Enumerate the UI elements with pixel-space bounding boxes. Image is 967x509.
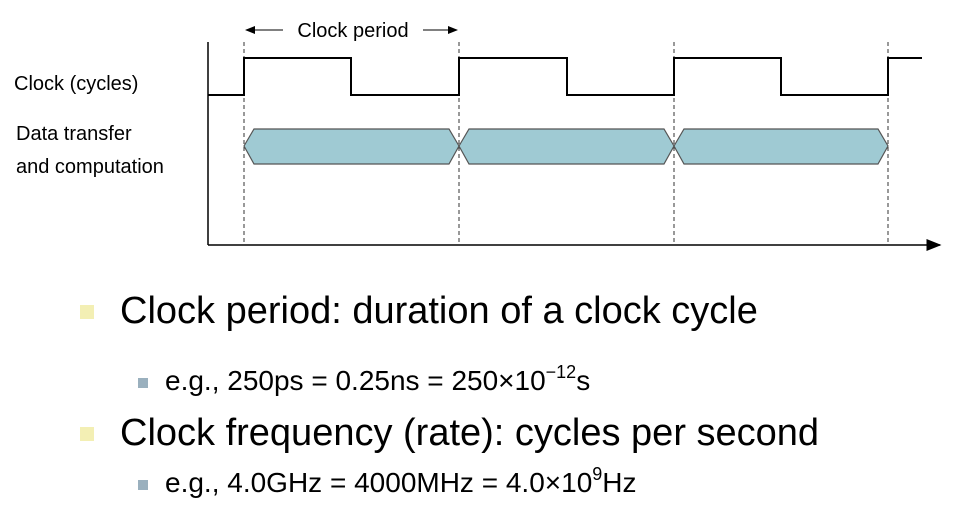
sub-bullet-marker (138, 378, 148, 388)
text-part: e.g., 250ps = 0.25ns = 250×10 (165, 365, 546, 396)
text-part: s (576, 365, 590, 396)
clock-waveform (208, 57, 922, 96)
timing-diagram: Clock period Clock (cycles) Data transfe… (14, 20, 942, 251)
bullets: Clock period: duration of a clock cycle … (80, 290, 819, 498)
sub-bullet-text: e.g., 250ps = 0.25ns = 250×10−12s (165, 362, 590, 396)
data-label: Data transfer (16, 123, 132, 145)
data-blocks (243, 128, 889, 165)
cycle-boundaries (243, 42, 889, 245)
bullet-text: Clock period: duration of a clock cycle (120, 290, 758, 332)
superscript: 9 (592, 464, 602, 484)
text-part: Hz (602, 467, 636, 498)
period-label: Clock period (297, 20, 408, 42)
text-part: e.g., 4.0GHz = 4000MHz = 4.0×10 (165, 467, 592, 498)
superscript: −12 (546, 362, 577, 382)
data-label: and computation (16, 156, 164, 178)
sub-bullet-text: e.g., 4.0GHz = 4000MHz = 4.0×109Hz (165, 464, 637, 498)
sub-bullet-marker (138, 480, 148, 490)
clock-label: Clock (cycles) (14, 73, 138, 95)
bullet-marker (80, 427, 94, 441)
bullet-text: Clock frequency (rate): cycles per secon… (120, 412, 819, 454)
bullet-marker (80, 305, 94, 319)
